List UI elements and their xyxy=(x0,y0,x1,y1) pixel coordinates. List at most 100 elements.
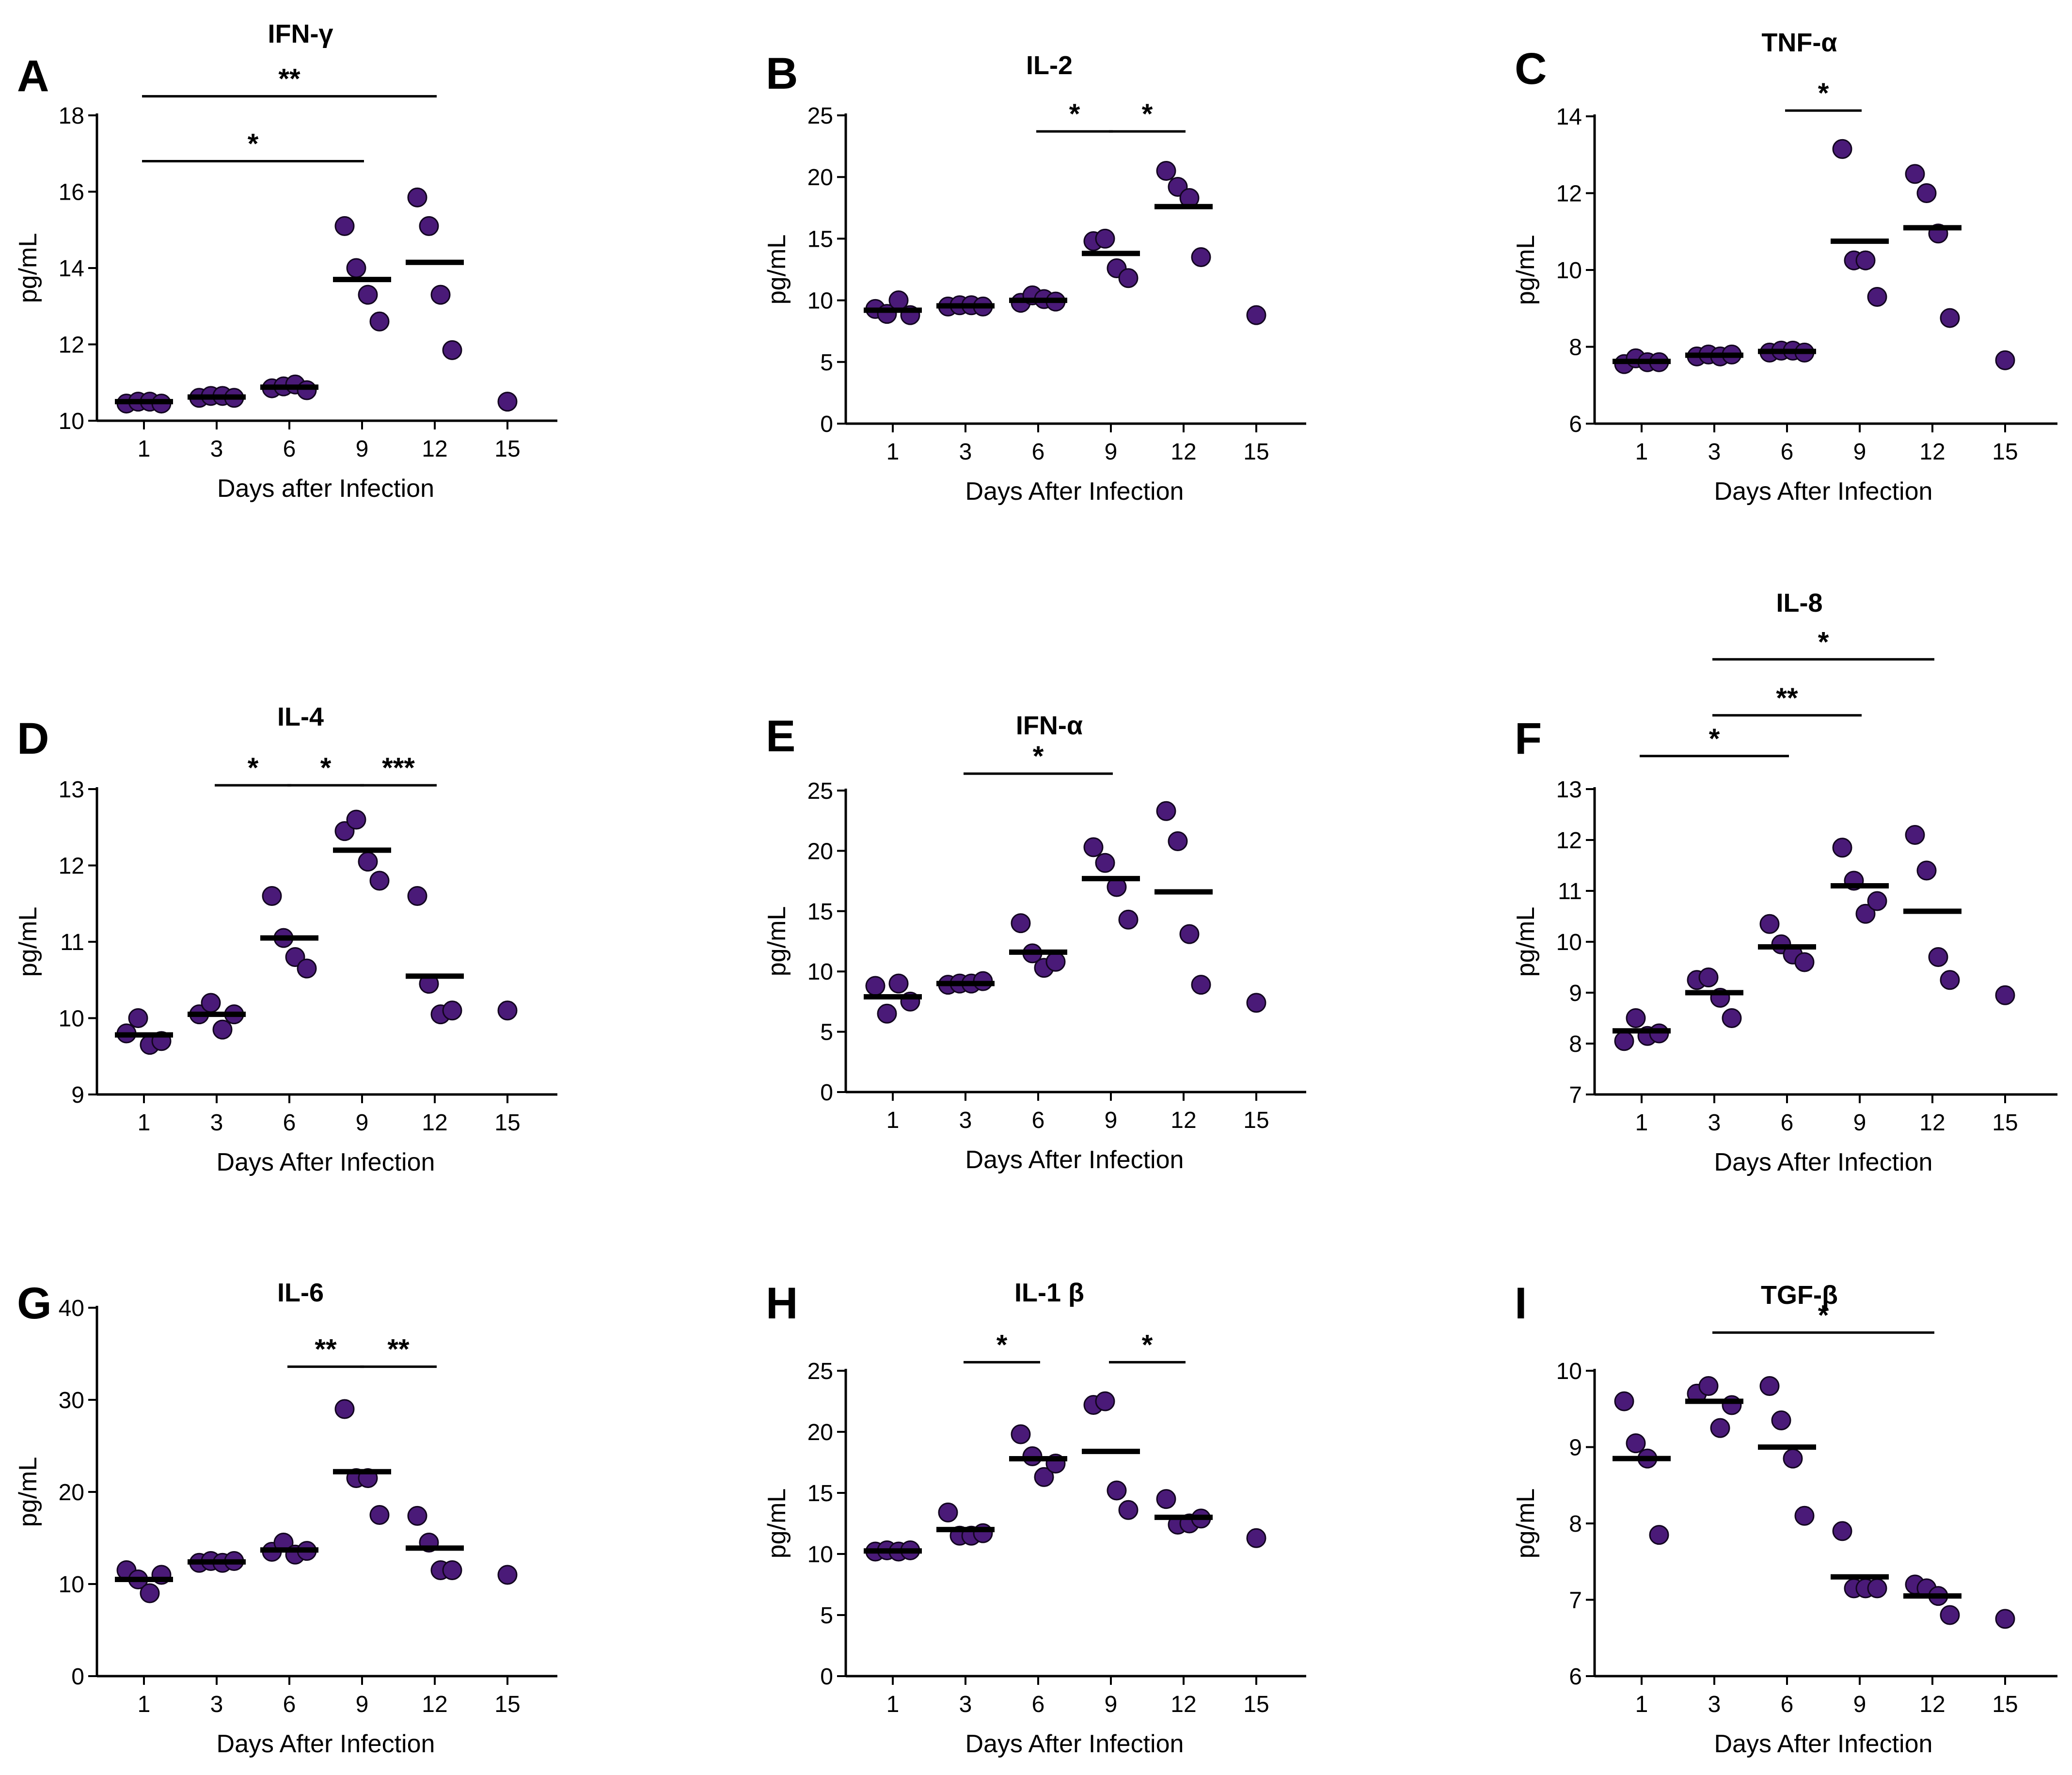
y-tick-label: 10 xyxy=(1556,258,1582,284)
y-tick-label: 8 xyxy=(1569,335,1582,361)
data-point xyxy=(1995,985,2015,1005)
x-tick-label: 6 xyxy=(1032,439,1045,465)
y-tick-label: 15 xyxy=(807,899,833,925)
x-tick-label: 9 xyxy=(1105,1692,1118,1717)
x-tick-label: 3 xyxy=(210,436,223,462)
x-tick-label: 6 xyxy=(1032,1108,1045,1133)
data-point xyxy=(1794,1506,1815,1526)
data-point xyxy=(297,958,317,979)
y-tick-label: 11 xyxy=(60,930,84,955)
x-tick-label: 9 xyxy=(356,1692,369,1717)
data-point xyxy=(1832,1521,1852,1541)
y-axis-label: pg/mL xyxy=(14,1457,42,1527)
y-tick-label: 10 xyxy=(59,409,84,434)
significance-label: ** xyxy=(1776,682,1798,714)
y-tick-label: 10 xyxy=(1556,1359,1582,1384)
chart-title: IL-4 xyxy=(277,702,324,731)
data-point xyxy=(1095,1391,1115,1411)
y-tick-label: 0 xyxy=(71,1664,84,1690)
chart-title: IL-6 xyxy=(277,1278,324,1307)
y-tick-label: 10 xyxy=(1556,930,1582,955)
y-tick-label: 12 xyxy=(1556,181,1582,207)
significance-label: * xyxy=(1069,98,1080,130)
chart-title: IL-2 xyxy=(1026,51,1073,80)
x-tick-label: 3 xyxy=(1708,1110,1721,1136)
data-point xyxy=(973,1523,993,1543)
x-axis-label: Days after Infection xyxy=(217,475,434,503)
y-tick-label: 7 xyxy=(1569,1588,1582,1614)
y-tick-label: 15 xyxy=(807,226,833,252)
data-point xyxy=(1156,801,1176,821)
data-point xyxy=(1191,975,1211,995)
significance-label: *** xyxy=(382,752,415,784)
data-point xyxy=(1179,924,1200,944)
data-point xyxy=(1156,160,1176,181)
y-tick-label: 6 xyxy=(1569,1664,1582,1690)
x-axis-label: Days After Infection xyxy=(1714,1148,1933,1176)
significance-label: ** xyxy=(278,63,301,95)
x-axis-label: Days After Infection xyxy=(965,477,1184,506)
data-point xyxy=(430,285,451,305)
y-tick-label: 18 xyxy=(59,103,84,129)
y-tick-label: 9 xyxy=(1569,981,1582,1006)
x-tick-label: 15 xyxy=(1243,1108,1269,1133)
data-point xyxy=(442,1560,462,1580)
data-point xyxy=(1156,1489,1176,1509)
y-axis-label: pg/mL xyxy=(1512,907,1540,977)
data-point xyxy=(1995,1609,2015,1629)
y-tick-label: 15 xyxy=(807,1481,833,1506)
x-tick-label: 15 xyxy=(494,436,520,462)
x-tick-label: 3 xyxy=(210,1110,223,1136)
data-point xyxy=(1083,837,1104,857)
x-tick-label: 12 xyxy=(1919,439,1945,465)
x-axis-label: Days After Infection xyxy=(1714,477,1933,506)
y-tick-label: 12 xyxy=(59,333,84,358)
data-point xyxy=(442,340,462,360)
data-point xyxy=(1832,838,1852,858)
panel-letter: B xyxy=(766,49,798,98)
panel-letter: G xyxy=(17,1279,52,1328)
y-tick-label: 25 xyxy=(807,1359,833,1384)
data-point xyxy=(1905,164,1925,184)
y-tick-label: 9 xyxy=(1569,1435,1582,1461)
data-point xyxy=(1168,831,1188,851)
x-tick-label: 9 xyxy=(1853,1692,1866,1717)
panel-i: I TGF-β 6 7 8 9 10 1 3 6 9 12 15 Days After Infection… xyxy=(1512,1279,2057,1758)
data-point xyxy=(1698,967,1719,987)
x-axis-label: Days After Infection xyxy=(217,1730,435,1758)
data-point xyxy=(497,392,518,412)
data-point xyxy=(1940,308,1960,328)
data-point xyxy=(1710,1418,1730,1438)
significance-label: * xyxy=(1818,1300,1829,1331)
data-point xyxy=(1011,913,1031,934)
x-tick-label: 6 xyxy=(1781,1692,1794,1717)
data-point xyxy=(1832,139,1852,159)
x-tick-label: 1 xyxy=(138,1692,151,1717)
data-point xyxy=(938,1502,958,1522)
data-point xyxy=(1771,1410,1791,1430)
data-point xyxy=(1867,286,1887,307)
y-tick-label: 0 xyxy=(820,412,833,437)
panel-b: B IL-2 0 5 10 15 20 25 1 3 6 9 12 15 Days After Infect… xyxy=(763,49,1306,506)
x-tick-label: 15 xyxy=(1992,439,2018,465)
data-point xyxy=(1867,1578,1887,1599)
x-tick-label: 6 xyxy=(283,436,296,462)
x-tick-label: 12 xyxy=(422,436,447,462)
significance-label: * xyxy=(248,128,259,160)
y-axis-label: pg/mL xyxy=(763,235,791,305)
y-tick-label: 20 xyxy=(807,1420,833,1445)
chart-title: IFN-γ xyxy=(268,19,333,48)
data-point xyxy=(140,1583,160,1603)
data-point xyxy=(1626,1433,1646,1454)
data-point xyxy=(297,380,317,400)
y-tick-label: 10 xyxy=(59,1572,84,1598)
data-point xyxy=(497,1565,518,1585)
data-point xyxy=(1759,1376,1780,1396)
data-point xyxy=(1011,1424,1031,1444)
significance-label: * xyxy=(320,752,332,784)
data-point xyxy=(346,258,366,278)
y-tick-label: 13 xyxy=(1556,777,1582,803)
y-tick-label: 10 xyxy=(807,288,833,314)
x-axis-label: Days After Infection xyxy=(965,1730,1184,1758)
y-tick-label: 11 xyxy=(1558,879,1582,904)
